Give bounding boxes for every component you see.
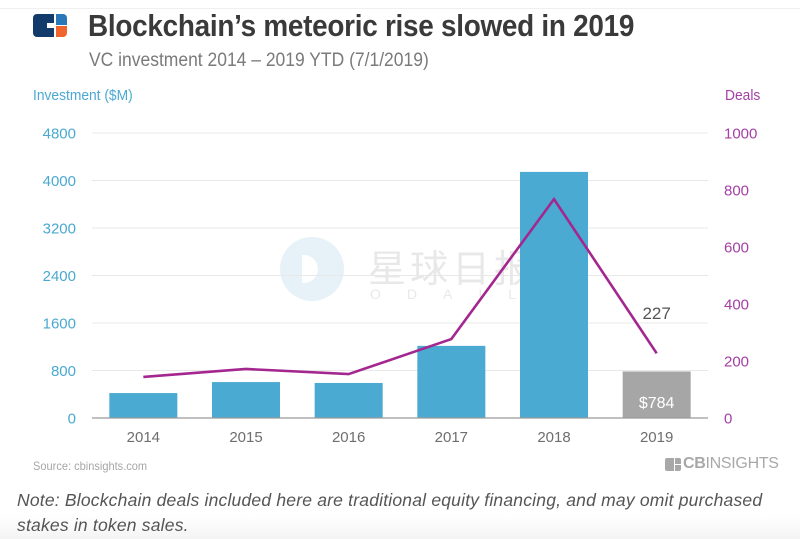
footnote: Note: Blockchain deals included here are…	[17, 490, 763, 535]
left-axis-tick-label: 4800	[43, 126, 76, 143]
bar-2015	[212, 382, 280, 418]
x-axis-tick-label: 2015	[229, 429, 262, 446]
right-axis-title: Deals	[725, 87, 761, 104]
bar-2017	[417, 345, 486, 418]
chart-subtitle: VC investment 2014 – 2019 YTD (7/1/2019)	[89, 50, 429, 71]
right-axis-tick-label: 400	[724, 297, 749, 314]
bar-2016	[314, 382, 383, 418]
cb-insights-brand: CB INSIGHTS	[665, 455, 779, 472]
watermark-text-cn: 星球日报	[368, 247, 537, 291]
bar-2014	[109, 393, 178, 418]
left-axis-tick-label: 800	[51, 363, 76, 380]
x-axis-tick-label: 2018	[537, 429, 570, 446]
bar-2019	[622, 371, 691, 418]
right-axis-tick-label: 800	[724, 183, 749, 200]
right-axis-tick-label: 200	[724, 354, 749, 371]
watermark: 星球日报 ODAILY	[280, 236, 550, 306]
right-axis-tick-label: 1000	[724, 126, 757, 143]
cb-insights-logo-icon	[33, 14, 67, 37]
right-axis-tick-label: 0	[724, 411, 732, 428]
brand-bold-text: CB	[683, 455, 706, 472]
deals-line	[143, 196, 658, 379]
bar-data-label: $784	[639, 395, 675, 412]
note-background	[0, 480, 800, 539]
chart-title: Blockchain’s meteoric rise slowed in 201…	[88, 8, 635, 43]
left-axis-tick-label: 4000	[43, 173, 76, 190]
x-axis-tick-label: 2016	[332, 429, 365, 446]
x-axis-tick-label: 2017	[435, 429, 468, 446]
brand-text: INSIGHTS	[705, 455, 779, 472]
left-axis-tick-label: 3200	[43, 221, 76, 238]
watermark-logo-icon	[280, 237, 344, 301]
left-axis-tick-label: 1600	[43, 316, 76, 333]
cb-insights-brand-icon	[665, 457, 681, 471]
left-axis-tick-label: 0	[68, 411, 76, 428]
x-axis-tick-label: 2019	[640, 429, 673, 446]
left-axis-title: Investment ($M)	[33, 87, 133, 104]
x-axis-tick-label: 2014	[127, 429, 160, 446]
watermark-text-en: ODAILY	[370, 286, 577, 302]
line-data-label: 227	[642, 304, 670, 323]
bar-2018	[520, 171, 588, 418]
left-axis-tick-label: 2400	[43, 268, 76, 285]
source-text: Source: cbinsights.com	[33, 459, 148, 473]
right-axis-tick-label: 600	[724, 240, 749, 257]
